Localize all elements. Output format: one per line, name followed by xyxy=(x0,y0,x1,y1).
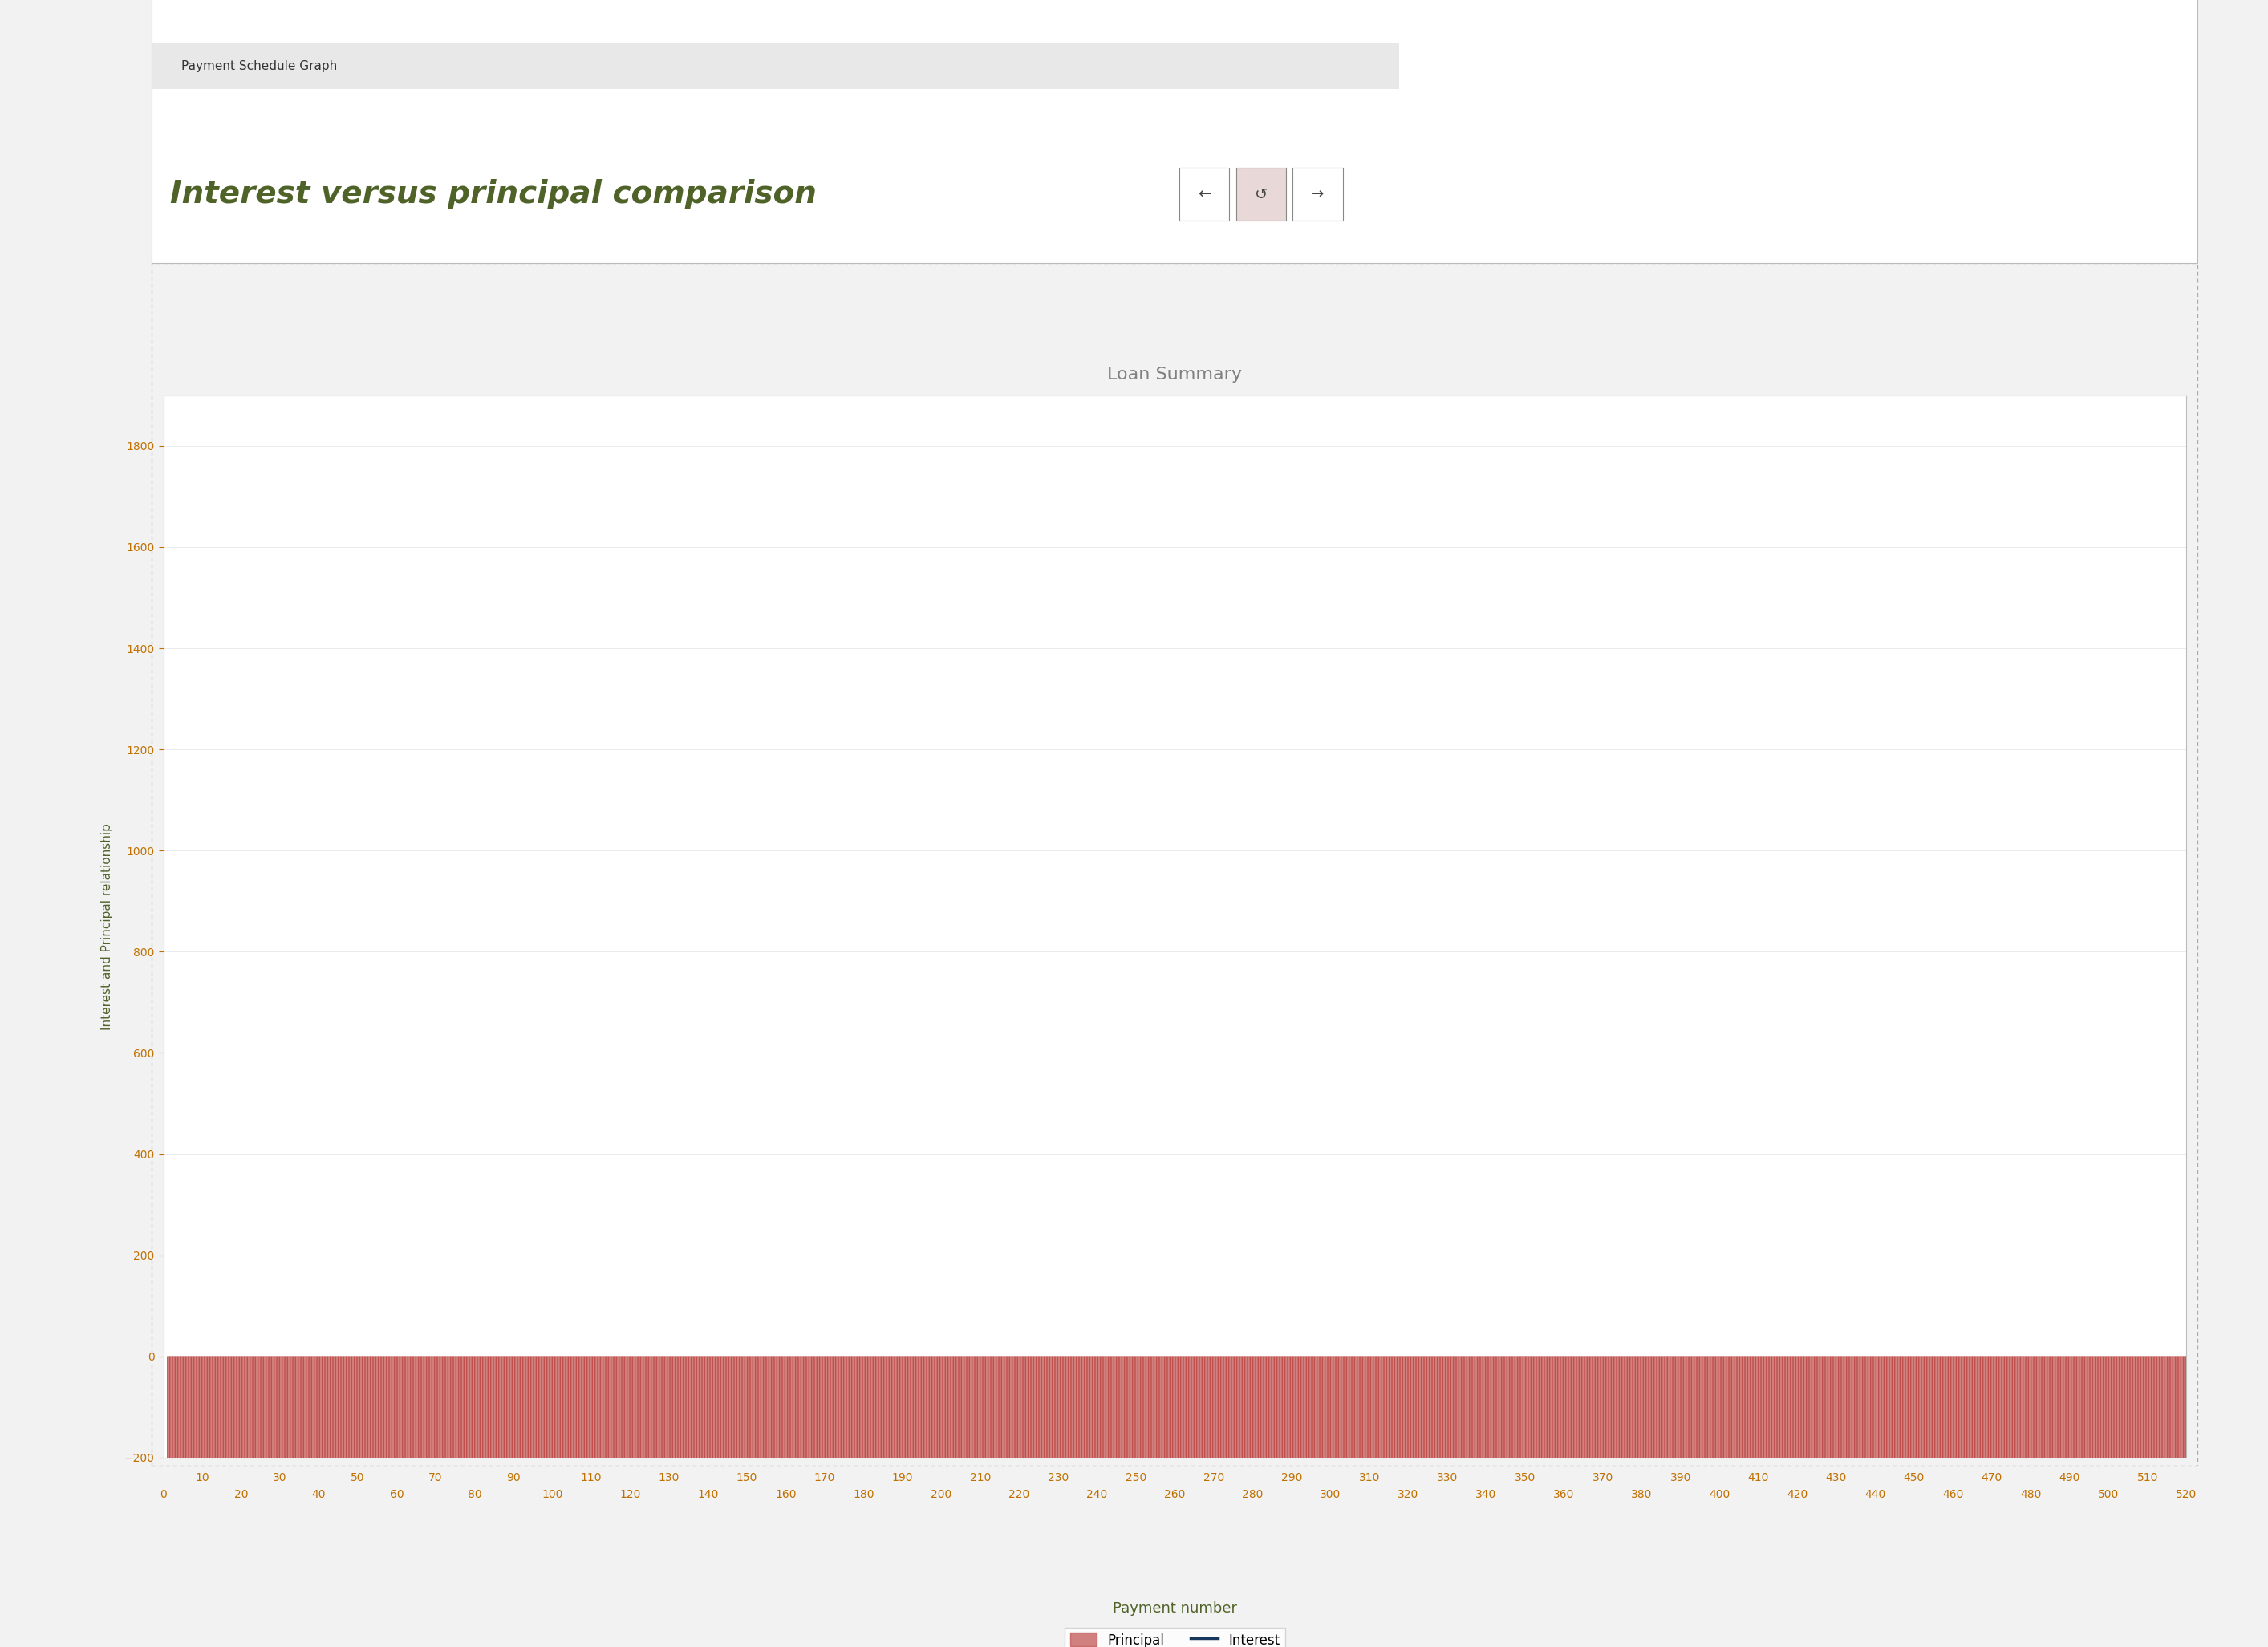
Text: 80: 80 xyxy=(467,1489,481,1500)
Text: 460: 460 xyxy=(1941,1489,1964,1500)
Text: ←: ← xyxy=(1198,186,1211,203)
Text: 230: 230 xyxy=(1048,1472,1068,1482)
Text: 60: 60 xyxy=(390,1489,404,1500)
Text: 370: 370 xyxy=(1592,1472,1613,1482)
Text: 210: 210 xyxy=(971,1472,991,1482)
Text: 420: 420 xyxy=(1787,1489,1808,1500)
Text: 410: 410 xyxy=(1749,1472,1769,1482)
Text: 380: 380 xyxy=(1631,1489,1653,1500)
Text: 130: 130 xyxy=(658,1472,680,1482)
Text: 50: 50 xyxy=(352,1472,365,1482)
Text: 260: 260 xyxy=(1163,1489,1186,1500)
Y-axis label: Interest and Principal relationship: Interest and Principal relationship xyxy=(100,824,113,1029)
Title: Loan Summary: Loan Summary xyxy=(1107,367,1243,382)
Text: Interest versus principal comparison: Interest versus principal comparison xyxy=(170,180,816,209)
Text: 30: 30 xyxy=(272,1472,288,1482)
Text: 110: 110 xyxy=(581,1472,601,1482)
Text: 340: 340 xyxy=(1476,1489,1497,1500)
Text: 240: 240 xyxy=(1086,1489,1107,1500)
Text: 160: 160 xyxy=(776,1489,796,1500)
Text: 190: 190 xyxy=(891,1472,914,1482)
Text: 170: 170 xyxy=(814,1472,835,1482)
Text: 90: 90 xyxy=(506,1472,522,1482)
Text: 440: 440 xyxy=(1864,1489,1885,1500)
Text: 250: 250 xyxy=(1125,1472,1145,1482)
Text: 500: 500 xyxy=(2098,1489,2118,1500)
Text: 430: 430 xyxy=(1826,1472,1846,1482)
Text: 0: 0 xyxy=(159,1489,168,1500)
Text: 510: 510 xyxy=(2136,1472,2159,1482)
Text: ↺: ↺ xyxy=(1254,186,1268,203)
Text: 480: 480 xyxy=(2021,1489,2041,1500)
Text: 310: 310 xyxy=(1359,1472,1379,1482)
Text: 280: 280 xyxy=(1243,1489,1263,1500)
Text: 330: 330 xyxy=(1436,1472,1458,1482)
Text: 450: 450 xyxy=(1903,1472,1926,1482)
Legend: Principal, Interest: Principal, Interest xyxy=(1064,1627,1286,1647)
Text: 350: 350 xyxy=(1515,1472,1535,1482)
Text: 520: 520 xyxy=(2175,1489,2198,1500)
Text: 400: 400 xyxy=(1710,1489,1730,1500)
Text: 200: 200 xyxy=(930,1489,953,1500)
Text: 320: 320 xyxy=(1397,1489,1420,1500)
Text: 470: 470 xyxy=(1982,1472,2003,1482)
Text: Payment number: Payment number xyxy=(1114,1601,1236,1616)
Text: 40: 40 xyxy=(313,1489,327,1500)
Text: 10: 10 xyxy=(195,1472,209,1482)
Text: 290: 290 xyxy=(1281,1472,1302,1482)
Text: 180: 180 xyxy=(853,1489,873,1500)
Text: 120: 120 xyxy=(619,1489,642,1500)
Text: 270: 270 xyxy=(1204,1472,1225,1482)
Text: 300: 300 xyxy=(1320,1489,1340,1500)
Text: 390: 390 xyxy=(1669,1472,1692,1482)
Text: 360: 360 xyxy=(1554,1489,1574,1500)
Text: →: → xyxy=(1311,186,1325,203)
Text: 20: 20 xyxy=(234,1489,247,1500)
Text: 140: 140 xyxy=(696,1489,719,1500)
Text: Payment Schedule Graph: Payment Schedule Graph xyxy=(181,61,338,72)
Text: 100: 100 xyxy=(542,1489,562,1500)
Text: 70: 70 xyxy=(429,1472,442,1482)
Text: 220: 220 xyxy=(1009,1489,1030,1500)
Text: 150: 150 xyxy=(737,1472,758,1482)
Text: 490: 490 xyxy=(2059,1472,2080,1482)
